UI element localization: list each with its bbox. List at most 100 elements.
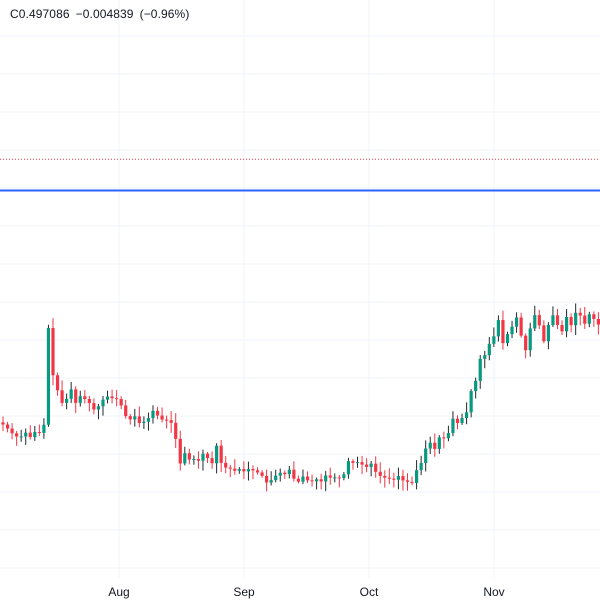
candle bbox=[428, 436, 432, 454]
candle-body-down bbox=[1, 422, 5, 425]
candle bbox=[92, 398, 96, 415]
candle bbox=[160, 407, 164, 423]
candle bbox=[542, 320, 546, 344]
candle bbox=[142, 416, 146, 429]
candle bbox=[478, 355, 482, 389]
candle-body-up bbox=[183, 453, 187, 464]
candle-body-down bbox=[87, 399, 91, 404]
candle bbox=[524, 333, 528, 359]
candle-body-up bbox=[287, 469, 291, 475]
candle-body-up bbox=[315, 479, 319, 482]
candle-body-down bbox=[351, 461, 355, 463]
candle bbox=[310, 474, 314, 487]
candle-body-down bbox=[92, 403, 96, 410]
candle-body-down bbox=[124, 405, 128, 417]
candle-body-up bbox=[474, 380, 478, 392]
candle-body-up bbox=[505, 334, 510, 344]
candle-body-down bbox=[401, 476, 405, 481]
candle-body-up bbox=[278, 472, 282, 476]
candle-body-up bbox=[528, 328, 532, 351]
candle-body-down bbox=[128, 416, 132, 420]
candle-body-down bbox=[360, 462, 364, 465]
candle bbox=[133, 408, 137, 427]
candle bbox=[419, 455, 423, 476]
legend-change-pct: (−0.96%) bbox=[139, 7, 190, 21]
candle-body-down bbox=[55, 375, 60, 391]
candle-body-up bbox=[510, 326, 514, 335]
candle-body-up bbox=[301, 476, 305, 482]
candle-body-down bbox=[555, 315, 560, 325]
candle-body-up bbox=[101, 399, 105, 407]
candle bbox=[137, 406, 141, 428]
candle-body-up bbox=[142, 421, 146, 424]
candle-body-up bbox=[192, 458, 196, 460]
candle bbox=[10, 423, 14, 440]
candle-body-down bbox=[374, 463, 378, 472]
candle bbox=[583, 306, 587, 329]
candle-body-up bbox=[333, 477, 337, 479]
candle bbox=[255, 467, 260, 475]
candle-body-down bbox=[328, 475, 332, 478]
candle bbox=[351, 459, 355, 470]
candle bbox=[460, 413, 464, 425]
candle bbox=[555, 309, 560, 330]
candle-body-down bbox=[265, 475, 269, 483]
candle-body-up bbox=[533, 315, 537, 329]
candle-body-up bbox=[369, 463, 373, 467]
candle-body-up bbox=[346, 461, 351, 475]
candle-body-down bbox=[387, 477, 391, 479]
candle bbox=[383, 470, 387, 488]
candle-body-up bbox=[451, 418, 455, 434]
candle-body-down bbox=[224, 462, 228, 468]
candle-body-down bbox=[433, 442, 437, 449]
candle bbox=[201, 449, 205, 471]
candle bbox=[574, 303, 578, 336]
candle bbox=[74, 386, 78, 414]
candle-body-down bbox=[524, 335, 528, 351]
candle bbox=[315, 477, 319, 490]
candle-body-up bbox=[460, 418, 464, 424]
candle bbox=[346, 457, 351, 479]
candle bbox=[319, 473, 323, 490]
candle-body-down bbox=[410, 481, 414, 483]
candle-body-down bbox=[242, 469, 246, 472]
candle-body-down bbox=[542, 325, 546, 342]
candle bbox=[324, 470, 328, 492]
candle bbox=[365, 458, 369, 473]
candle-body-down bbox=[210, 458, 214, 464]
candle bbox=[451, 411, 455, 437]
candle bbox=[455, 415, 460, 430]
candle-body-up bbox=[33, 432, 37, 438]
candle bbox=[260, 470, 264, 478]
candle bbox=[51, 318, 55, 386]
candle bbox=[155, 406, 160, 420]
candle-body-up bbox=[46, 327, 51, 425]
candle bbox=[405, 473, 410, 491]
candle-body-down bbox=[28, 432, 32, 438]
candle-body-down bbox=[233, 468, 237, 471]
candle-body-up bbox=[464, 412, 469, 419]
candle-body-up bbox=[546, 324, 550, 342]
candle bbox=[474, 377, 478, 399]
candle-body-down bbox=[569, 317, 573, 326]
grid bbox=[0, 0, 600, 578]
candle-body-up bbox=[487, 343, 491, 356]
candle bbox=[519, 312, 523, 338]
candle-body-down bbox=[501, 320, 505, 344]
candle-body-up bbox=[146, 418, 151, 422]
candle-body-down bbox=[405, 480, 410, 482]
candle bbox=[369, 460, 373, 477]
candle-body-up bbox=[78, 396, 82, 403]
candle bbox=[101, 395, 105, 416]
candle bbox=[224, 456, 228, 474]
candle-body-up bbox=[419, 463, 423, 471]
candle-body-up bbox=[342, 474, 346, 479]
candle-body-down bbox=[583, 315, 587, 324]
candle bbox=[487, 336, 491, 361]
candle-body-down bbox=[169, 420, 173, 423]
candle-body-down bbox=[319, 479, 323, 482]
candle-body-down bbox=[110, 396, 114, 399]
candle bbox=[55, 372, 60, 396]
candle-body-down bbox=[155, 410, 160, 416]
